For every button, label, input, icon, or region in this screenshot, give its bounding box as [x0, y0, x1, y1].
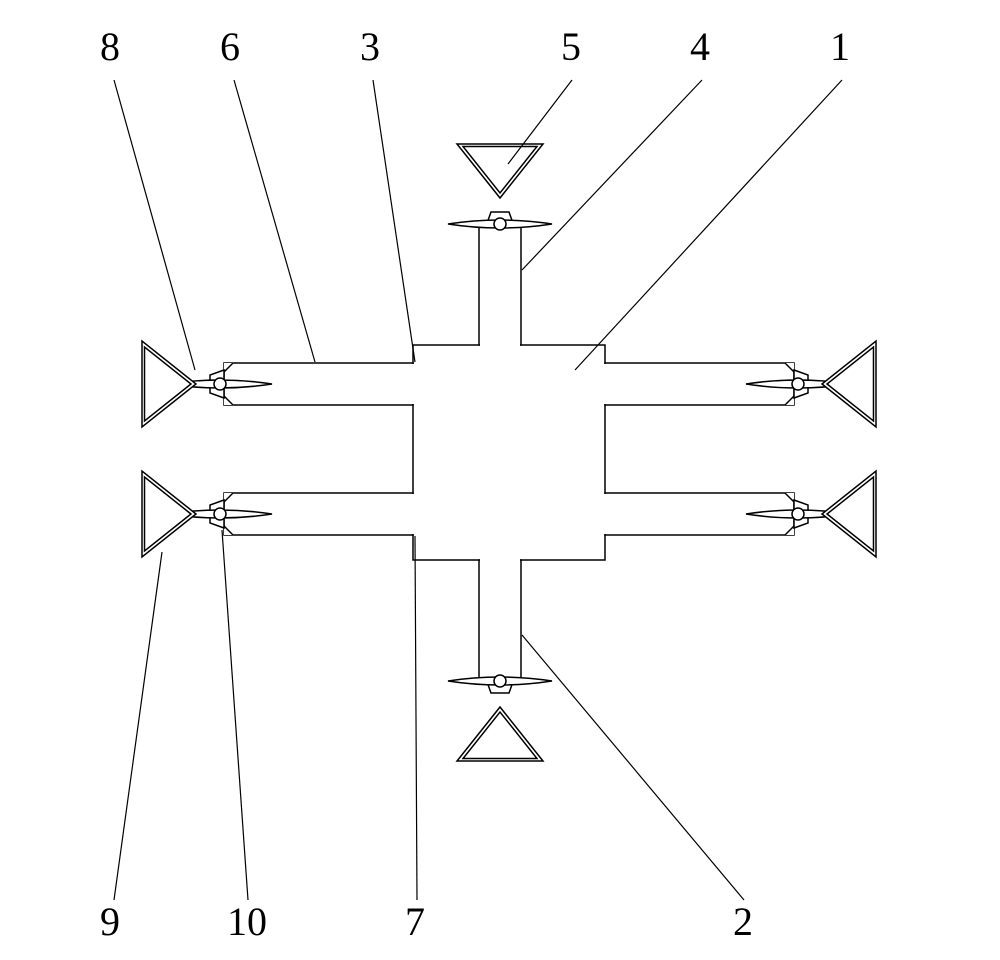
- label-n9: 9: [100, 899, 120, 944]
- label-n4: 4: [690, 24, 710, 69]
- leader-n5: [508, 80, 572, 164]
- leader-n2: [522, 635, 744, 900]
- label-n10: 10: [227, 899, 267, 944]
- diagram-svg: 8 6 3 5 4 1 9 10 7 2: [0, 0, 1000, 960]
- tri-bottom-outer: [457, 707, 543, 761]
- leader-n9: [114, 552, 162, 900]
- hub-circle: [792, 508, 804, 520]
- label-n6: 6: [220, 24, 240, 69]
- hub-circle: [792, 378, 804, 390]
- hub-circle: [494, 218, 506, 230]
- label-n2: 2: [733, 899, 753, 944]
- label-n5: 5: [561, 24, 581, 69]
- hub-circle: [214, 378, 226, 390]
- leader-n6: [234, 80, 315, 362]
- tri-lower-left-outer: [142, 471, 196, 557]
- arm-top: [479, 226, 521, 345]
- leader-n3: [373, 80, 415, 362]
- label-n8: 8: [100, 24, 120, 69]
- arm-bottom: [479, 560, 521, 679]
- label-n7: 7: [405, 899, 425, 944]
- leader-n4: [522, 80, 702, 270]
- main-body: [413, 345, 605, 560]
- tri-lower-right-outer: [822, 471, 876, 557]
- label-n3: 3: [360, 24, 380, 69]
- leader-n8: [114, 80, 195, 370]
- leader-n7: [415, 536, 417, 900]
- hub-circle: [214, 508, 226, 520]
- tri-upper-right-outer: [822, 341, 876, 427]
- tri-top-outer: [457, 144, 543, 198]
- leader-n10: [222, 530, 248, 900]
- label-n1: 1: [830, 24, 850, 69]
- leader-n1: [575, 80, 842, 370]
- tri-upper-left-outer: [142, 341, 196, 427]
- hub-circle: [494, 675, 506, 687]
